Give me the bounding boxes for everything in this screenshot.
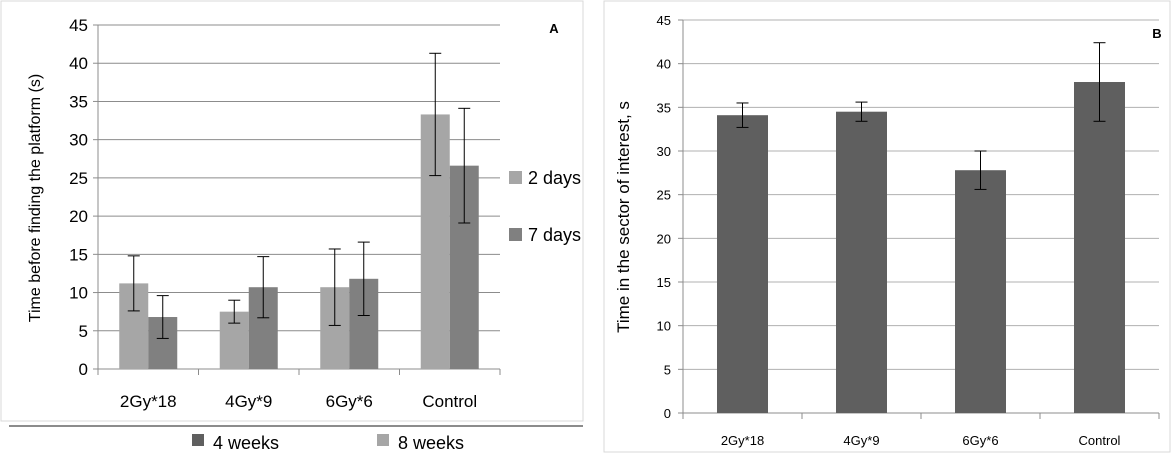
- panel-a-y-tick-label: 45: [69, 16, 88, 35]
- panel-b-x-tick-label: Control: [1079, 433, 1121, 448]
- panel-a-x-tick-label: 2Gy*18: [120, 392, 177, 411]
- panel-a-y-axis-title: Time before finding the platform (s): [27, 74, 44, 322]
- panel-b-y-tick-label: 40: [657, 57, 671, 72]
- panel-b-bar-value: [836, 111, 887, 413]
- panel-a-x-tick-label: 6Gy*6: [326, 392, 373, 411]
- panel-b-bar-value: [955, 170, 1006, 413]
- panel-b-label: B: [1152, 26, 1161, 41]
- panel-a-y-tick-label: 15: [69, 245, 88, 264]
- panel-a-label: A: [549, 21, 559, 36]
- panel-b-y-tick-label: 45: [657, 13, 671, 28]
- panel-a-y-tick-label: 10: [69, 284, 88, 303]
- bottom-legend-label-8-weeks: 8 weeks: [398, 433, 464, 453]
- panel-a-y-tick-label: 40: [69, 54, 88, 73]
- panel-a-frame: [0, 0, 584, 422]
- panel-a-y-tick-label: 30: [69, 131, 88, 150]
- panel-a-legend: 2 days 7 days: [509, 168, 581, 245]
- bottom-legend-swatch-4-weeks: [192, 434, 204, 446]
- panel-b-y-axis-title: Time in the sector of interest, s: [614, 101, 633, 333]
- panel-a-y-tick-label: 0: [79, 360, 88, 379]
- bottom-legend-swatch-8-weeks: [377, 434, 389, 446]
- panel-b-y-tick-label: 20: [657, 231, 671, 246]
- panel-a-y-tick-label: 35: [69, 92, 88, 111]
- panel-a-chart: 0 5 10 15 20 25 30 35 40 45 2Gy*18 4Gy*9 6Gy*6 Contro…: [69, 16, 501, 411]
- panel-b-y-tick-label: 30: [657, 144, 671, 159]
- legend-swatch-7-days: [509, 228, 522, 241]
- panel-b-x-tick-label: 4Gy*9: [843, 433, 879, 448]
- panel-b-y-tick-label: 35: [657, 100, 671, 115]
- panel-b-frame: [603, 0, 1171, 453]
- panel-b-x-tick-label: 2Gy*18: [721, 433, 764, 448]
- panel-b-y-tick-label: 10: [657, 319, 671, 334]
- panel-b-y-tick-label: 0: [664, 406, 671, 421]
- panel-b-bar-value: [1074, 82, 1125, 414]
- bottom-legend: 4 weeks 8 weeks: [192, 433, 464, 453]
- legend-label-2-days: 2 days: [528, 168, 581, 188]
- panel-b-y-tick-label: 5: [664, 362, 671, 377]
- panel-a-x-tick-label: Control: [422, 392, 477, 411]
- panel-a-x-tick-label: 4Gy*9: [225, 392, 272, 411]
- panel-b-y-tick-label: 15: [657, 275, 671, 290]
- legend-swatch-2-days: [509, 171, 522, 184]
- bottom-legend-label-4-weeks: 4 weeks: [213, 433, 279, 453]
- legend-label-7-days: 7 days: [528, 225, 581, 245]
- panel-b-bar-value: [717, 115, 768, 414]
- panel-b-x-tick-label: 6Gy*6: [962, 433, 998, 448]
- panel-a-y-tick-label: 5: [79, 322, 88, 341]
- panel-a-y-tick-label: 25: [69, 169, 88, 188]
- panel-a-y-tick-label: 20: [69, 207, 88, 226]
- panel-b-chart: 0 5 10 15 20 25 30 35 40 45 2Gy*18 4Gy*9 6Gy*6 Contro…: [657, 13, 1160, 448]
- panel-b-y-tick-label: 25: [657, 188, 671, 203]
